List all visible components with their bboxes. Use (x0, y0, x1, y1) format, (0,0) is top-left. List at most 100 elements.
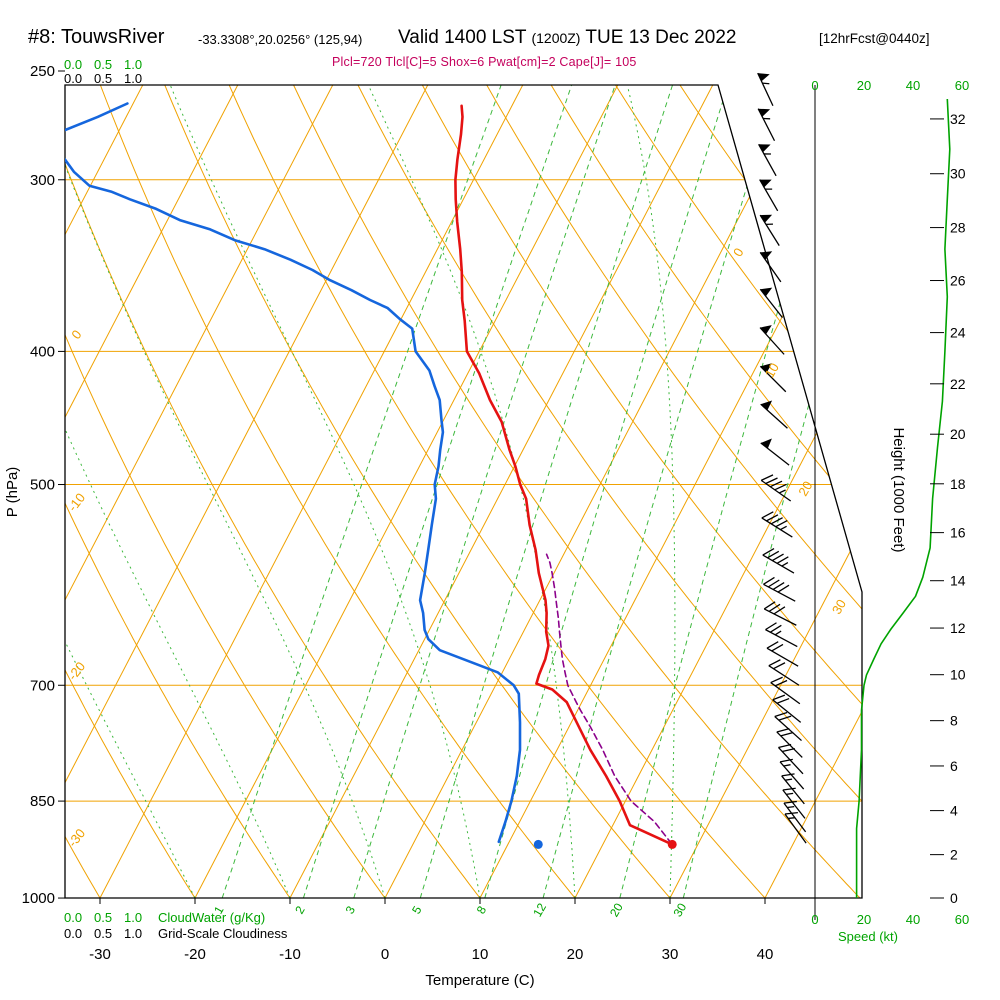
barb-feather (774, 679, 788, 687)
forecast-tag: [12hrFcst@0440z] (819, 31, 930, 46)
temperature-tick-label: 20 (567, 946, 584, 963)
barb-staff (763, 608, 797, 626)
surface-dewpoint-dot (533, 839, 543, 849)
dry-adiabat-line (357, 85, 862, 898)
barb-feather (769, 480, 783, 488)
moist-adiabat-line (65, 85, 386, 898)
cloudwater-scale-label: 0.5 (94, 910, 112, 925)
barb-feather (775, 520, 788, 528)
temperature-tick-label: 10 (472, 946, 489, 963)
isotherm-line (764, 85, 862, 898)
plot-frame (64, 84, 863, 899)
height-tick-label: 0 (950, 890, 958, 906)
wind-barb (758, 143, 777, 177)
speed-axis-title: Speed (kt) (838, 929, 898, 944)
isotherm-line (65, 85, 334, 898)
temperature-tick-label: 0 (381, 946, 389, 963)
wind-barb (770, 676, 801, 705)
dry-adiabat-line (65, 85, 196, 898)
wind-barb (762, 548, 795, 574)
isotherm-line (65, 85, 144, 898)
barb-pennant (760, 438, 772, 449)
barb-feather (783, 800, 797, 804)
height-tick-label: 30 (950, 166, 966, 182)
mixing-ratio-label: 20 (607, 900, 626, 919)
barb-pennant (758, 144, 771, 153)
wind-barb (781, 773, 805, 805)
barb-half-feather (787, 806, 795, 809)
wind-barb (774, 711, 802, 742)
barb-feather (774, 483, 787, 491)
barb-feather (771, 553, 784, 562)
barb-half-feather (785, 778, 793, 781)
temperature-curve (454, 104, 674, 846)
barb-pennant (760, 251, 773, 260)
cloudwater-scale-label: 0.5 (94, 57, 112, 72)
dewpoint-curve (65, 102, 522, 844)
speed-tick-label: 20 (857, 78, 871, 93)
cloudiness-scale-label: 0.0 (64, 71, 82, 86)
temperature-tick-label: -20 (184, 946, 206, 963)
wind-barb (766, 641, 799, 667)
height-tick-label: 32 (950, 111, 966, 127)
speed-tick-label: 20 (857, 912, 871, 927)
wind-barb (763, 576, 796, 602)
barb-feather (761, 511, 774, 519)
speed-curve (855, 98, 951, 898)
wind-barb (759, 287, 783, 319)
barb-feather (770, 676, 783, 684)
height-tick-label: 6 (950, 758, 958, 774)
speed-tick-label: 60 (955, 78, 969, 93)
barb-feather (777, 584, 790, 593)
isotherm-line (574, 85, 862, 898)
height-tick-label: 14 (950, 573, 966, 589)
cloudiness-scale-label: 0.5 (94, 926, 112, 941)
barb-feather (762, 548, 775, 556)
wind-barb (784, 811, 807, 844)
cloudwater-scale-label: 0.0 (64, 57, 82, 72)
stability-indices: Plcl=720 Tlcl[C]=5 Shox=6 Pwat[cm]=2 Cap… (332, 55, 637, 69)
isotherm-line (669, 85, 862, 898)
wind-barb (779, 758, 805, 790)
wind-barb (782, 787, 806, 819)
barb-feather (773, 606, 786, 615)
barb-feather (760, 474, 774, 481)
barb-pennant (760, 214, 773, 223)
barb-staff (757, 108, 776, 142)
speed-tick-label: 40 (906, 912, 920, 927)
pressure-tick-label: 400 (30, 343, 55, 360)
cloudiness-axis-title: Grid-Scale Cloudiness (158, 926, 288, 941)
height-tick-label: 8 (950, 713, 958, 729)
mixing-ratio-line (419, 85, 673, 898)
barb-feather (770, 517, 783, 525)
speed-tick-label: 0 (811, 78, 818, 93)
speed-tick-label: 0 (811, 912, 818, 927)
barb-feather (776, 556, 789, 564)
moist-adiabat-line (366, 85, 576, 898)
height-tick-label: 20 (950, 426, 966, 442)
wind-barb (772, 694, 802, 723)
barb-feather (772, 582, 785, 591)
height-tick-label: 28 (950, 220, 966, 236)
dry-adiabat-line (65, 85, 291, 898)
mixing-ratio-label: 5 (409, 903, 425, 916)
height-tick-label: 12 (950, 620, 966, 636)
temperature-tick-label: 30 (662, 946, 679, 963)
barb-feather (773, 662, 786, 670)
cloudiness-scale-label: 0.5 (94, 71, 112, 86)
barb-feather (766, 514, 779, 522)
wind-barb (777, 743, 804, 775)
dry-adiabat-line (65, 85, 481, 898)
isotherm-label: 10 (762, 360, 782, 380)
barb-feather (781, 773, 795, 777)
cloudwater-scale-label: 1.0 (124, 57, 142, 72)
barb-staff (759, 214, 780, 246)
wind-barb (759, 251, 782, 283)
moist-adiabat-line (626, 85, 676, 898)
wind-barb (760, 474, 792, 502)
barb-feather (782, 787, 796, 791)
wind-barb (761, 511, 793, 538)
barb-feather (769, 624, 782, 633)
dry-adiabat-line (550, 85, 862, 898)
barb-pennant (759, 179, 772, 188)
